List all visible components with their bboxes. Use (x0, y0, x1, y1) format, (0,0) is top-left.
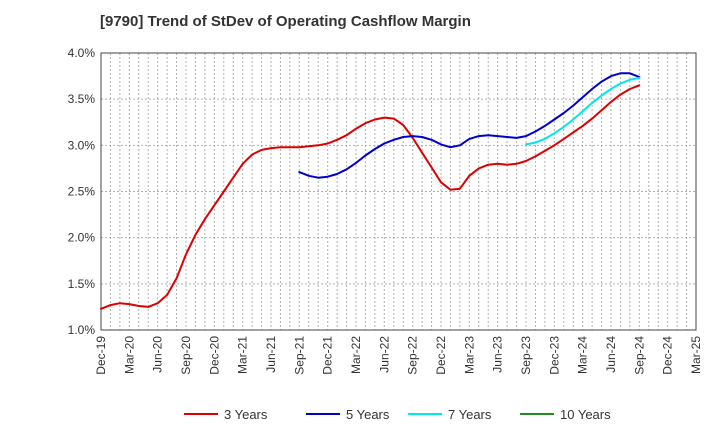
y-tick-label: 2.5% (68, 185, 96, 199)
x-tick-label: Jun-23 (491, 336, 505, 373)
x-tick-label: Mar-21 (236, 336, 250, 374)
axes: 1.0% 1.5% 2.0% 2.5% 3.0% 3.5% 4.0% Dec-19 Mar-20… (68, 46, 703, 375)
series-line-7-years (525, 76, 641, 146)
series-line-3-years (100, 84, 641, 310)
x-tick-label: Dec-23 (547, 336, 561, 375)
series-line-5-years (298, 72, 641, 179)
x-tick-label: Mar-20 (122, 336, 136, 374)
x-tick-label: Mar-24 (576, 336, 590, 374)
x-tick-label: Mar-22 (349, 336, 363, 374)
x-tick-label: Jun-21 (264, 336, 278, 373)
plot-area-border (100, 52, 697, 331)
legend-label: 10 Years (560, 407, 611, 422)
x-tick-label: Sep-23 (519, 336, 533, 375)
x-tick-label: Dec-19 (94, 336, 108, 375)
x-tick-label: Mar-25 (689, 336, 703, 374)
x-tick-label: Dec-20 (207, 336, 221, 375)
x-tick-label: Dec-22 (434, 336, 448, 375)
y-tick-label: 2.0% (68, 231, 96, 245)
legend: 3 Years 5 Years 7 Years 10 Years (184, 407, 611, 422)
x-tick-label: Sep-20 (179, 336, 193, 375)
legend-label: 5 Years (346, 407, 390, 422)
y-tick-label: 1.5% (68, 277, 96, 291)
x-tick-label: Sep-24 (632, 336, 646, 375)
series-lines (100, 72, 641, 310)
x-tick-label: Jun-22 (377, 336, 391, 373)
grid-lines (101, 52, 696, 331)
legend-label: 3 Years (224, 407, 268, 422)
y-tick-label: 3.5% (68, 92, 96, 106)
x-tick-label: Sep-22 (406, 336, 420, 375)
chart-title: [9790] Trend of StDev of Operating Cashf… (100, 13, 471, 30)
x-tick-label: Jun-24 (604, 336, 618, 373)
x-tick-label: Dec-21 (321, 336, 335, 375)
x-tick-label: Mar-23 (462, 336, 476, 374)
y-tick-label: 4.0% (68, 46, 96, 60)
y-tick-label: 1.0% (68, 323, 96, 337)
legend-label: 7 Years (448, 407, 492, 422)
x-tick-label: Jun-20 (151, 336, 165, 373)
y-tick-label: 3.0% (68, 138, 96, 152)
x-tick-label: Dec-24 (661, 336, 675, 375)
x-tick-label: Sep-21 (292, 336, 306, 375)
